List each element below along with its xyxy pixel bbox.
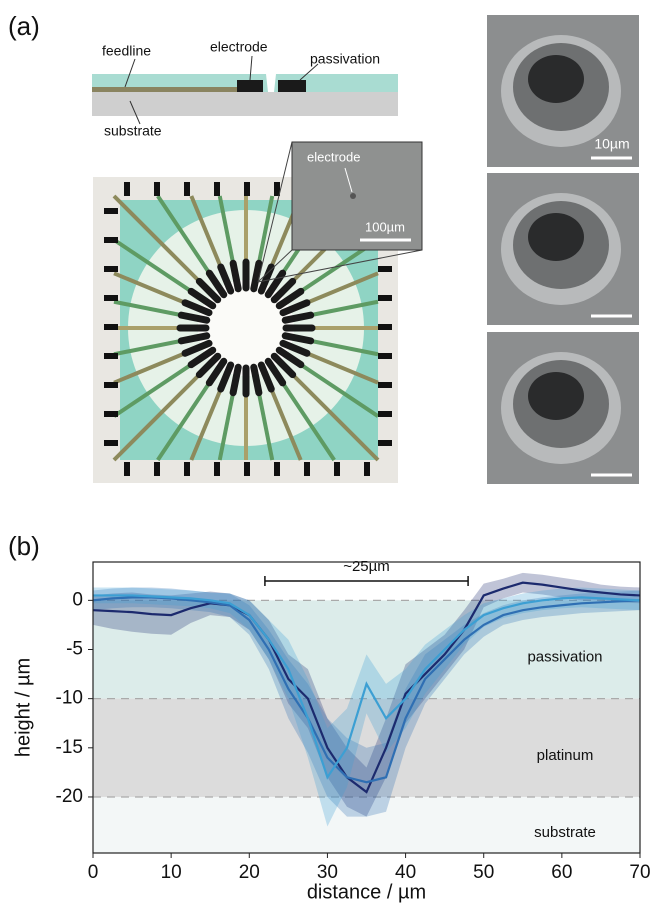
y-tick-label: -15: [56, 737, 83, 758]
x-tick-label: 40: [395, 862, 416, 883]
pad: [154, 462, 160, 476]
pad: [104, 295, 118, 301]
electrode: [233, 263, 238, 289]
region-label: platinum: [537, 747, 594, 764]
pad: [104, 382, 118, 388]
pad: [378, 295, 392, 301]
label: electrode: [210, 39, 268, 55]
electrode: [254, 263, 259, 289]
electrode-block: [237, 80, 263, 92]
y-tick-label: -5: [66, 639, 83, 660]
pad: [124, 182, 130, 196]
annotation: ~25µm: [343, 558, 390, 575]
substrate-layer: [92, 92, 398, 116]
electrode: [233, 367, 238, 393]
electrode: [181, 315, 207, 320]
y-tick-label: -20: [56, 786, 83, 807]
x-tick-label: 20: [239, 862, 260, 883]
schematic: feedline electrode passivation substrate: [92, 39, 398, 139]
pad: [244, 462, 250, 476]
pad: [124, 462, 130, 476]
x-tick-label: 10: [161, 862, 182, 883]
pad: [104, 353, 118, 359]
electrode-block: [278, 80, 306, 92]
x-axis-label: distance / µm: [307, 881, 426, 903]
pore-hole: [528, 55, 584, 103]
pad: [378, 382, 392, 388]
electrode: [285, 336, 311, 341]
electrode-spot: [350, 193, 356, 199]
pad: [274, 462, 280, 476]
pad: [154, 182, 160, 196]
pad: [378, 353, 392, 359]
pad: [214, 462, 220, 476]
pad: [214, 182, 220, 196]
x-tick-label: 0: [88, 862, 99, 883]
region-label: substrate: [534, 824, 596, 841]
pad: [378, 440, 392, 446]
region-label: passivation: [527, 648, 602, 665]
x-tick-label: 70: [629, 862, 650, 883]
x-tick-label: 50: [473, 862, 494, 883]
pad: [364, 462, 370, 476]
label: electrode: [307, 149, 360, 164]
electrode: [285, 315, 311, 320]
pad: [378, 324, 392, 330]
pad: [304, 462, 310, 476]
electrode: [254, 367, 259, 393]
x-tick-label: 30: [317, 862, 338, 883]
pore-hole: [528, 372, 584, 420]
pad: [244, 182, 250, 196]
electrode: [181, 336, 207, 341]
pad: [104, 208, 118, 214]
pad: [104, 237, 118, 243]
pore-hole: [528, 213, 584, 261]
y-tick-label: 0: [72, 589, 83, 610]
x-tick-label: 60: [551, 862, 572, 883]
label: substrate: [104, 123, 162, 139]
sem-images: 10µm: [487, 15, 639, 484]
pad: [184, 462, 190, 476]
scale-bar-label: 10µm: [594, 136, 629, 152]
pad: [104, 411, 118, 417]
panel-label: (a): [8, 11, 40, 41]
feedline-layer: [92, 87, 240, 92]
y-tick-label: -10: [56, 688, 83, 709]
pad: [104, 324, 118, 330]
pad: [104, 440, 118, 446]
pad: [378, 266, 392, 272]
scale-bar-label: 100µm: [365, 219, 405, 234]
pad: [104, 266, 118, 272]
figure: (a) feedline electrode passivation subst…: [0, 0, 654, 907]
pad: [184, 182, 190, 196]
pad: [378, 411, 392, 417]
pad: [334, 462, 340, 476]
label: feedline: [102, 43, 151, 59]
panel-label: (b): [8, 531, 40, 561]
y-axis-label: height / µm: [12, 658, 34, 757]
label: passivation: [310, 51, 380, 67]
